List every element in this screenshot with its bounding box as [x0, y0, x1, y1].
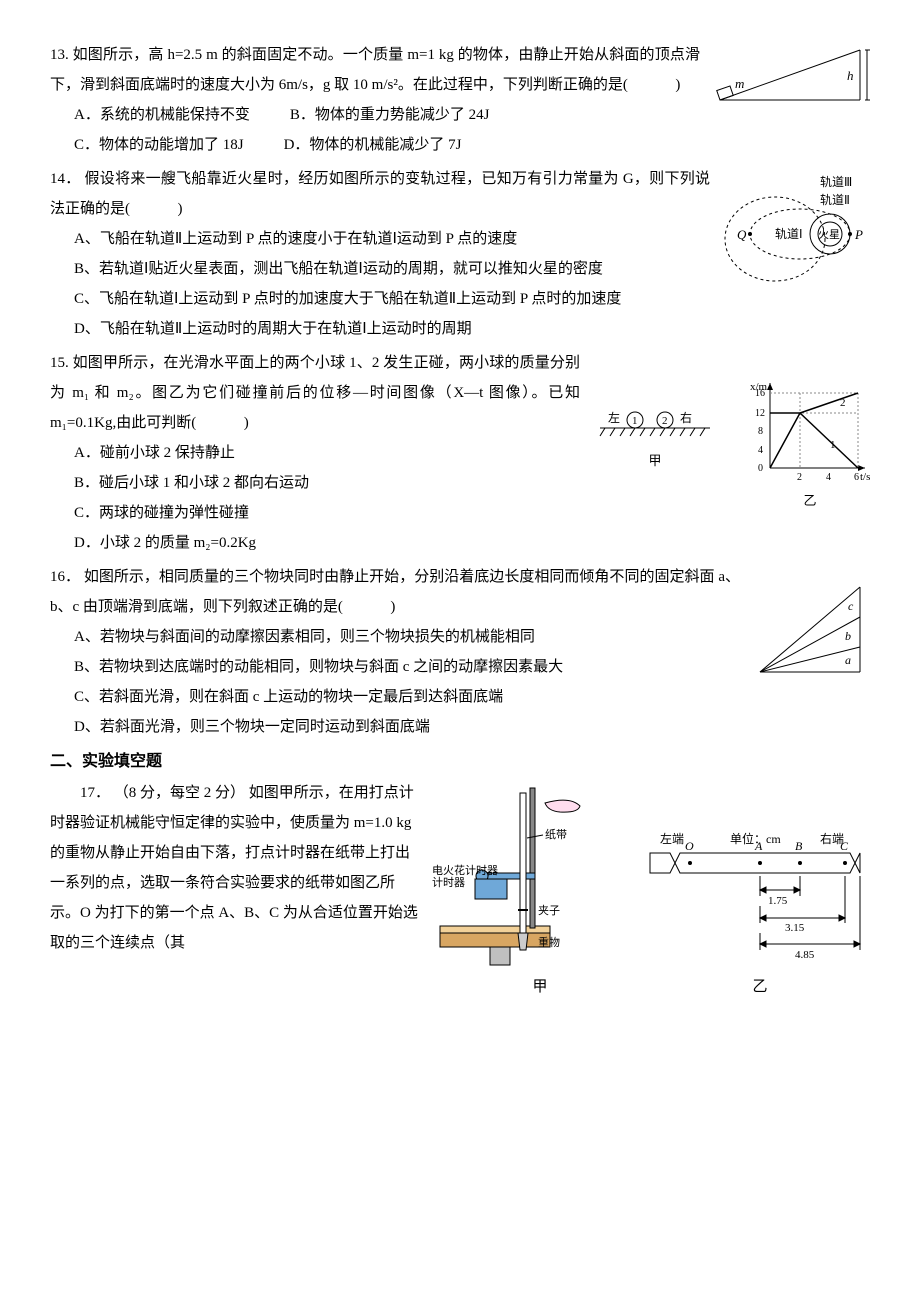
q15-num: 15.: [50, 355, 69, 371]
svg-text:1.75: 1.75: [768, 895, 788, 907]
svg-text:O: O: [685, 839, 694, 853]
q13-opt-b: B．物体的重力势能减少了 24J: [290, 100, 490, 130]
q17-figure-jia: 电火花计时器 计时器 纸带 夹子 重物: [430, 778, 610, 968]
svg-text:1: 1: [632, 415, 638, 427]
q16-figure: a b c: [750, 582, 870, 682]
label-planet: 火星: [818, 228, 840, 241]
q14-text: 假设将来一艘飞船靠近火星时，经历如图所示的变轨过程，已知万有引力常量为 G，则下…: [50, 171, 710, 217]
svg-text:16: 16: [755, 388, 765, 399]
q14-opt-d: D、飞船在轨道Ⅱ上运动时的周期大于在轨道Ⅰ上运动时的周期: [50, 314, 870, 344]
q17-num: 17．: [80, 785, 110, 801]
svg-text:2: 2: [840, 397, 846, 409]
q13-opt-d: D．物体的机械能减少了 7J: [284, 130, 462, 160]
q15-figure-yi: x/m t/s 16 12 8 4 0 2 4 6 2 1 乙: [750, 378, 870, 514]
question-13: m h 13. 如图所示，高 h=2.5 m 的斜面固定不动。一个质量 m=1 …: [50, 40, 870, 160]
svg-text:2: 2: [662, 415, 668, 427]
q17-jia-label: 甲: [532, 972, 547, 1002]
label-h: h: [847, 68, 854, 83]
svg-text:1: 1: [830, 439, 836, 451]
svg-text:3.15: 3.15: [785, 922, 805, 934]
question-14: 轨道Ⅲ 轨道Ⅱ 轨道Ⅰ 火星 Q P 14． 假设将来一艘飞船靠近火星时，经历如…: [50, 164, 870, 344]
svg-text:b: b: [845, 629, 851, 643]
svg-text:重物: 重物: [538, 935, 560, 949]
q14-num: 14．: [50, 171, 81, 187]
svg-text:12: 12: [755, 408, 765, 419]
question-16: a b c 16． 如图所示，相同质量的三个物块同时由静止开始，分别沿着底边长度…: [50, 562, 870, 742]
q13-figure: m h: [710, 40, 870, 110]
q13-num: 13.: [50, 47, 69, 63]
q15-opt-d: D．小球 2 的质量 m₂=0.2Kg: [74, 528, 870, 558]
svg-text:4.85: 4.85: [795, 949, 815, 961]
q16-num: 16．: [50, 569, 80, 585]
svg-text:a: a: [845, 653, 851, 667]
q17-yi-label: 乙: [752, 972, 767, 1002]
svg-text:夹子: 夹子: [538, 904, 560, 917]
q13-text: 如图所示，高 h=2.5 m 的斜面固定不动。一个质量 m=1 kg 的物体，由…: [50, 47, 700, 93]
svg-text:计时器: 计时器: [432, 876, 465, 889]
label-II: 轨道Ⅱ: [820, 193, 850, 207]
q15-text: 如图甲所示，在光滑水平面上的两个小球 1、2 发生正碰，两小球的质量分别为 m₁…: [50, 355, 580, 431]
svg-text:8: 8: [758, 426, 763, 437]
q17-figure-yi: 左端 单位：cm 右端 O A B C: [620, 828, 865, 968]
svg-text:0: 0: [758, 463, 763, 474]
svg-text:c: c: [848, 599, 854, 613]
svg-text:4: 4: [826, 472, 831, 483]
svg-text:2: 2: [797, 472, 802, 483]
yi-label: 乙: [750, 488, 870, 514]
svg-text:纸带: 纸带: [545, 828, 567, 841]
svg-text:左: 左: [608, 410, 620, 425]
q17-figures: 电火花计时器 计时器 纸带 夹子 重物 左端 单位：cm 右端 O A: [430, 778, 870, 1002]
q14-opt-c: C、飞船在轨道Ⅰ上运动到 P 点时的加速度大于飞船在轨道Ⅱ上运动到 P 点时的加…: [50, 284, 870, 314]
label-m: m: [735, 76, 744, 91]
svg-text:6: 6: [854, 472, 859, 483]
label-P: P: [854, 227, 863, 242]
q16-opt-a: A、若物块与斜面间的动摩擦因素相同，则三个物块损失的机械能相同: [50, 622, 870, 652]
svg-text:B: B: [795, 839, 803, 853]
section-2-title: 二、实验填空题: [50, 746, 870, 778]
q14-figure: 轨道Ⅲ 轨道Ⅱ 轨道Ⅰ 火星 Q P: [720, 164, 870, 284]
svg-text:电火花计时器: 电火花计时器: [432, 864, 498, 877]
svg-text:右: 右: [680, 410, 692, 425]
svg-text:C: C: [840, 839, 849, 853]
q13-opt-a: A．系统的机械能保持不变: [74, 100, 250, 130]
q16-opt-c: C、若斜面光滑，则在斜面 c 上运动的物块一定最后到达斜面底端: [50, 682, 870, 712]
question-17: 电火花计时器 计时器 纸带 夹子 重物 左端 单位：cm 右端 O A: [50, 778, 870, 1002]
label-III: 轨道Ⅲ: [820, 175, 852, 189]
xlabel: t/s: [860, 471, 870, 483]
q15-figure-jia: 1 2 左 右 甲: [590, 398, 720, 474]
svg-text:左端: 左端: [660, 831, 684, 846]
label-I: 轨道Ⅰ: [775, 227, 803, 241]
q16-opt-b: B、若物块到达底端时的动能相同，则物块与斜面 c 之间的动摩擦因素最大: [50, 652, 870, 682]
svg-text:4: 4: [758, 445, 763, 456]
q17-points: （8 分，每空 2 分）: [114, 785, 245, 801]
q16-opt-d: D、若斜面光滑，则三个物块一定同时运动到斜面底端: [50, 712, 870, 742]
svg-text:A: A: [754, 839, 763, 853]
question-15: x/m t/s 16 12 8 4 0 2 4 6 2 1 乙 1 2 左 右 …: [50, 348, 870, 558]
q13-opt-c: C．物体的动能增加了 18J: [74, 130, 244, 160]
jia-label: 甲: [590, 448, 720, 474]
q17-text: 如图甲所示，在用打点计时器验证机械能守恒定律的实验中，使质量为 m=1.0 kg…: [50, 785, 418, 951]
label-Q: Q: [737, 227, 747, 242]
